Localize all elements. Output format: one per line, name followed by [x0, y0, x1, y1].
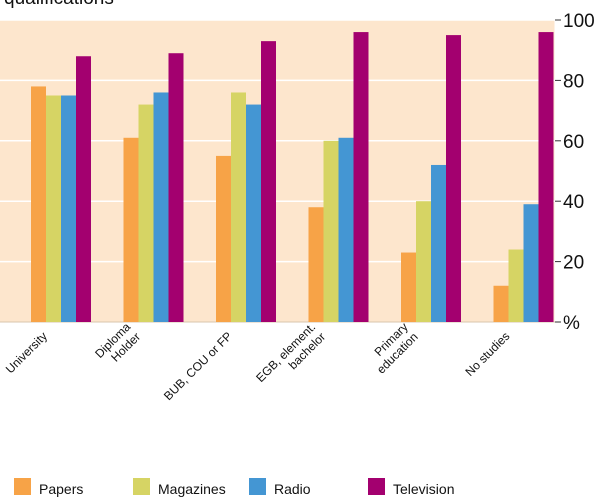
y-axis-ticks: % 20 40 60 80 100 [555, 11, 595, 334]
x-category-label-text: BUB, COU or FP [161, 329, 235, 403]
legend-label-magazines: Magazines [158, 481, 226, 497]
grid-lines [0, 19, 556, 323]
y-tick-label: 100 [563, 11, 595, 32]
y-tick-label: % [563, 313, 580, 334]
x-axis-labels: University DiplomaHolder BUB, COU or FP EGB… [3, 320, 513, 403]
x-category-label: Primaryeducation [364, 320, 421, 377]
plot-background [0, 20, 555, 322]
x-category-label-line: BUB, COU or FP [161, 329, 235, 403]
x-category-label-text: University [3, 329, 50, 376]
x-category-label: DiplomaHolder [92, 320, 143, 371]
bar-magazines-0 [46, 95, 61, 322]
legend-label-television: Television [393, 481, 454, 497]
bar-television-1 [168, 53, 184, 322]
bar-radio-0 [61, 95, 76, 322]
x-category-label-text: EGB, element.bachelor [253, 320, 328, 395]
x-category-label-line: No studies [462, 329, 512, 379]
y-tick-label: 40 [563, 192, 584, 213]
bar-magazines-1 [138, 104, 154, 322]
bar-papers-0 [31, 86, 46, 322]
legend-swatch-papers [14, 478, 31, 495]
x-category-label: BUB, COU or FP [161, 329, 235, 403]
bars [31, 32, 554, 323]
bar-radio-1 [153, 92, 169, 322]
bar-television-2 [261, 41, 276, 322]
legend: Papers Magazines Radio Television [14, 478, 454, 497]
bar-papers-2 [216, 155, 231, 322]
bar-television-4 [446, 35, 461, 322]
bar-papers-3 [308, 207, 324, 322]
legend-swatch-radio [249, 478, 266, 495]
bar-television-3 [353, 32, 369, 323]
bar-papers-4 [401, 252, 416, 322]
bar-papers-1 [123, 137, 139, 322]
x-category-label: University [3, 329, 50, 376]
bar-magazines-5 [508, 249, 524, 322]
legend-swatch-magazines [133, 478, 150, 495]
bar-radio-3 [338, 137, 354, 322]
x-category-label: No studies [462, 329, 512, 379]
bar-papers-5 [493, 285, 509, 322]
bar-magazines-2 [231, 92, 246, 322]
y-tick-label: 80 [563, 71, 584, 92]
legend-label-papers: Papers [39, 481, 83, 497]
chart-title: qualifications [4, 0, 114, 9]
bar-magazines-3 [323, 140, 339, 322]
y-tick-label: 20 [563, 253, 584, 274]
x-category-label-text: Primaryeducation [364, 320, 421, 377]
x-category-label-text: No studies [462, 329, 512, 379]
legend-label-radio: Radio [274, 481, 311, 497]
bar-radio-5 [523, 204, 539, 322]
bar-magazines-4 [416, 201, 431, 322]
bar-television-5 [538, 32, 554, 323]
bar-radio-4 [431, 164, 446, 322]
bar-radio-2 [246, 104, 261, 322]
legend-swatch-television [368, 478, 385, 495]
x-category-label-line: University [3, 329, 50, 376]
bar-television-0 [76, 56, 91, 323]
y-tick-label: 60 [563, 132, 584, 153]
x-category-label-text: DiplomaHolder [92, 320, 143, 371]
x-category-label: EGB, element.bachelor [253, 320, 328, 395]
